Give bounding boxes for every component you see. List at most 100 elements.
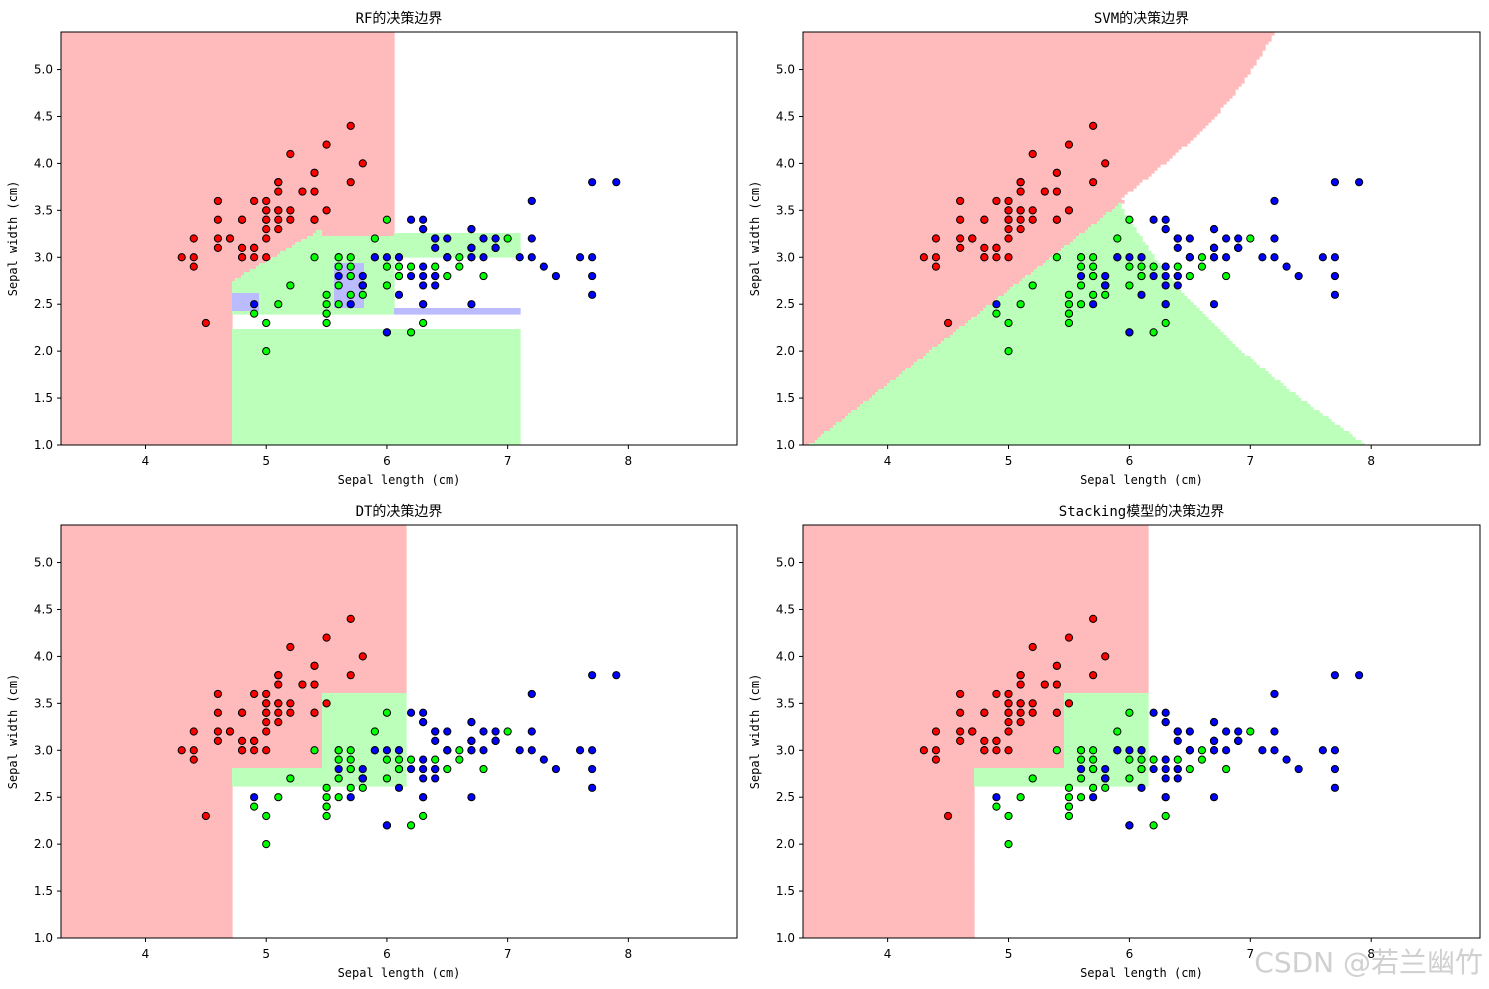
data-point-class-2: [491, 736, 500, 745]
data-point-class-1: [322, 318, 331, 328]
y-axis-label: Sepal width (cm): [748, 674, 762, 790]
data-point-class-1: [1222, 271, 1231, 281]
data-point-class-2: [1161, 262, 1170, 271]
data-point-class-0: [992, 196, 1001, 206]
x-axis-label: Sepal length (cm): [338, 473, 461, 487]
data-point-class-2: [1161, 793, 1170, 802]
data-point-class-2: [1101, 764, 1110, 774]
data-point-class-2: [467, 736, 476, 745]
data-point-class-2: [515, 253, 524, 262]
data-point-class-2: [588, 271, 597, 281]
decision-regions: [61, 32, 521, 445]
data-point-class-1: [334, 793, 343, 802]
data-point-class-2: [1149, 271, 1158, 281]
data-point-class-1: [1197, 262, 1207, 271]
data-point-class-2: [1149, 708, 1158, 717]
data-point-class-2: [419, 262, 428, 271]
data-point-class-0: [943, 811, 953, 821]
y-tick-label: 1.0: [776, 931, 795, 945]
y-tick-label: 3.0: [776, 250, 795, 264]
data-point-class-2: [551, 271, 561, 281]
data-point-class-1: [1137, 262, 1146, 271]
data-point-class-2: [588, 671, 597, 680]
data-point-class-2: [1355, 178, 1364, 187]
data-point-class-0: [274, 187, 283, 196]
data-point-class-2: [394, 746, 404, 755]
data-point-class-2: [1149, 215, 1158, 224]
data-point-class-1: [1125, 755, 1134, 764]
data-point-class-1: [334, 746, 343, 755]
data-point-class-1: [346, 253, 355, 262]
data-point-class-0: [310, 708, 319, 717]
data-point-class-2: [1161, 281, 1170, 290]
data-point-class-0: [262, 196, 271, 206]
x-tick-label: 5: [1005, 454, 1013, 468]
data-point-class-0: [213, 689, 223, 699]
x-tick-label: 8: [1367, 454, 1375, 468]
data-point-class-2: [382, 328, 392, 337]
data-point-class-2: [588, 764, 597, 774]
data-point-class-2: [527, 253, 536, 262]
data-point-class-2: [1330, 783, 1340, 792]
data-point-class-1: [334, 755, 343, 764]
data-point-class-0: [237, 746, 247, 755]
y-tick-label: 2.0: [34, 837, 53, 851]
data-point-class-2: [1161, 215, 1170, 224]
data-point-class-1: [334, 253, 343, 262]
data-point-class-2: [419, 215, 428, 224]
data-point-class-0: [250, 689, 259, 699]
data-point-class-1: [406, 821, 416, 830]
data-point-class-0: [1052, 187, 1061, 196]
data-point-class-0: [1064, 140, 1074, 149]
data-point-class-2: [527, 196, 536, 206]
data-point-class-0: [310, 215, 319, 224]
data-point-class-2: [612, 671, 621, 680]
data-point-class-2: [1113, 746, 1122, 755]
data-point-class-1: [1173, 755, 1182, 764]
data-point-class-0: [1040, 187, 1049, 196]
data-point-class-1: [382, 774, 392, 783]
data-point-class-0: [980, 736, 989, 745]
data-point-class-2: [358, 764, 367, 774]
data-point-class-1: [479, 271, 488, 281]
x-tick-label: 4: [142, 454, 150, 468]
data-point-class-1: [1161, 811, 1170, 821]
data-point-class-1: [1064, 309, 1074, 318]
data-point-class-1: [346, 746, 355, 755]
data-point-class-1: [250, 309, 259, 318]
data-point-class-2: [419, 718, 428, 727]
data-point-class-0: [931, 253, 941, 262]
data-point-class-1: [1076, 755, 1086, 764]
data-point-class-1: [992, 802, 1001, 811]
data-point-class-1: [322, 811, 331, 821]
data-point-class-2: [479, 746, 488, 755]
data-point-class-2: [491, 727, 500, 736]
data-point-class-0: [250, 243, 259, 252]
data-point-class-2: [1234, 727, 1243, 736]
y-tick-label: 1.5: [776, 391, 795, 405]
data-point-class-0: [1064, 206, 1074, 215]
data-point-class-2: [479, 234, 488, 243]
data-point-class-1: [310, 746, 319, 755]
data-point-class-0: [274, 680, 283, 689]
data-point-class-2: [588, 290, 597, 299]
data-point-class-2: [539, 262, 548, 271]
data-point-class-2: [431, 774, 440, 783]
data-point-class-1: [1028, 281, 1037, 290]
data-point-class-1: [1052, 253, 1061, 262]
data-point-class-1: [1125, 281, 1134, 290]
data-point-class-0: [1028, 708, 1037, 717]
data-point-class-1: [1052, 746, 1061, 755]
data-point-class-0: [931, 755, 941, 764]
data-point-class-1: [382, 215, 392, 224]
data-point-class-0: [919, 253, 928, 262]
data-point-class-0: [1016, 215, 1025, 224]
data-point-class-2: [419, 300, 428, 309]
data-point-class-0: [956, 689, 965, 699]
y-tick-label: 4.5: [776, 109, 795, 123]
data-point-class-0: [1028, 642, 1037, 652]
data-point-class-2: [1089, 300, 1098, 309]
data-point-class-0: [1016, 680, 1025, 689]
data-point-class-2: [1270, 253, 1279, 262]
data-point-class-0: [286, 149, 295, 159]
